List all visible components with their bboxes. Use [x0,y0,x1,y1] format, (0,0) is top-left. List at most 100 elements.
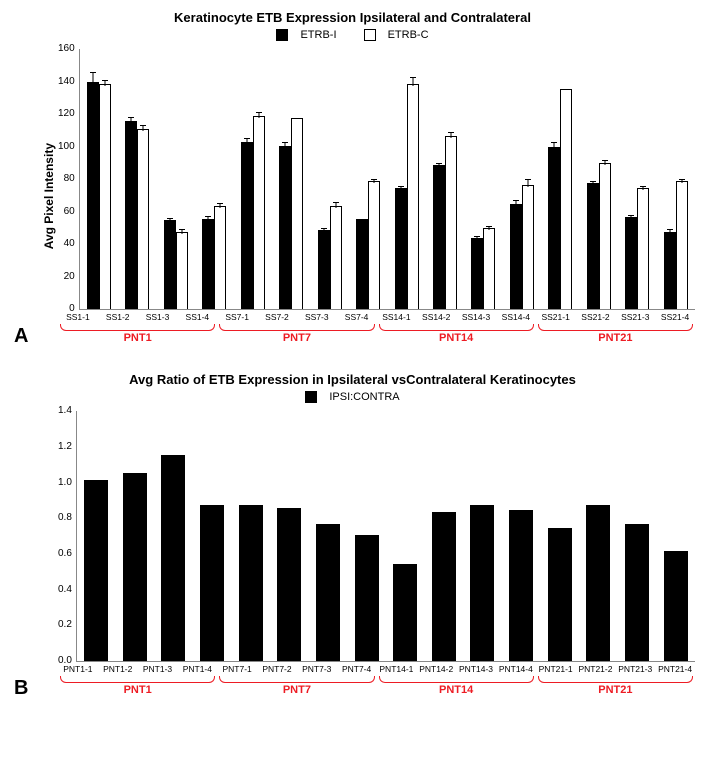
x-tick-label: SS14-2 [416,312,456,322]
bar [548,528,572,661]
bar [393,564,417,661]
x-tick-label: PNT14-2 [416,664,456,674]
group-bracket: PNT1 [58,324,217,344]
bar-group [502,510,541,661]
bar [318,230,330,309]
chart-a-plot [79,49,695,310]
panel-a: Keratinocyte ETB Expression Ipsilateral … [10,10,695,344]
bar-group [463,505,502,661]
group-bracket: PNT14 [377,324,536,344]
chart-b-ylabel [40,411,58,696]
x-tick-label: PNT7-2 [257,664,297,674]
bar-group [195,206,233,309]
x-tick-label: SS7-4 [337,312,377,322]
bar-group [656,551,695,661]
bar [291,118,303,309]
x-tick-label: PNT7-4 [337,664,377,674]
bar [470,505,494,661]
bar [123,473,147,662]
bar [356,219,368,309]
bar [625,217,637,309]
legend-label: IPSI:CONTRA [329,391,399,403]
bar-group [579,505,618,661]
x-tick-label: PNT1-2 [98,664,138,674]
x-tick-label: PNT14-3 [456,664,496,674]
bar-group [540,528,579,661]
bar-group [270,508,309,661]
bar [587,183,599,309]
group-bracket: PNT21 [536,676,695,696]
x-tick-label: PNT1-4 [177,664,217,674]
x-tick-label: PNT14-1 [377,664,417,674]
bar [625,524,649,661]
x-tick-label: SS14-3 [456,312,496,322]
legend-swatch-ratio [305,391,317,403]
x-tick-label: SS14-1 [377,312,417,322]
bar [664,551,688,661]
x-tick-label: SS1-1 [58,312,98,322]
bar [368,181,380,309]
chart-a-yticks: 160140120100806040200 [58,49,79,309]
chart-b-title: Avg Ratio of ETB Expression in Ipsilater… [10,372,695,387]
panel-b-label: B [14,677,28,700]
bar [277,508,301,661]
legend-swatch-etrb-c [364,29,376,41]
x-tick-label: SS21-1 [536,312,576,322]
panel-b: Avg Ratio of ETB Expression in Ipsilater… [10,372,695,696]
bar [637,188,649,309]
chart-a-ylabel: Avg Pixel Intensity [40,49,58,344]
group-bracket: PNT1 [58,676,217,696]
bar [510,204,522,309]
x-tick-label: SS14-4 [496,312,536,322]
x-tick-label: SS1-2 [98,312,138,322]
x-tick-label: PNT1-3 [138,664,178,674]
bar-group [464,228,502,309]
x-tick-label: PNT7-3 [297,664,337,674]
bar-group [309,524,348,661]
bar-group [157,220,195,309]
bar-group [347,535,386,661]
bar-group [231,505,270,661]
bar [87,82,99,309]
bar-group [618,188,656,309]
bar [99,84,111,309]
bar [164,220,176,309]
bar [522,185,534,310]
group-bracket: PNT7 [217,676,376,696]
bar-group [116,473,155,662]
bar-group [272,118,310,309]
bar [664,232,676,309]
bar-group [425,512,464,661]
bar-group [541,89,579,309]
x-tick-label: SS1-3 [138,312,178,322]
legend-label: ETRB-I [300,29,336,41]
group-label: PNT14 [377,332,536,344]
bar-group [118,121,156,309]
bar-group [349,181,387,309]
bar [84,480,108,661]
x-tick-label: SS7-1 [217,312,257,322]
bar [433,165,445,309]
chart-b-groups: PNT1PNT7PNT14PNT21 [58,676,695,696]
bar [509,510,533,661]
group-label: PNT7 [217,332,376,344]
bar [560,89,572,309]
x-tick-label: SS21-3 [615,312,655,322]
bar [137,129,149,309]
x-tick-label: PNT21-1 [536,664,576,674]
group-label: PNT21 [536,684,695,696]
x-tick-label: SS1-4 [177,312,217,322]
bar [407,84,419,309]
bar [176,232,188,309]
bar [330,206,342,309]
bar-group [426,136,464,309]
x-tick-label: SS21-2 [576,312,616,322]
legend-swatch-etrb-i [276,29,288,41]
bar [202,219,214,309]
x-tick-label: PNT21-3 [615,664,655,674]
bar [395,188,407,309]
bar [253,116,265,309]
group-bracket: PNT21 [536,324,695,344]
x-tick-label: PNT1-1 [58,664,98,674]
group-label: PNT1 [58,332,217,344]
